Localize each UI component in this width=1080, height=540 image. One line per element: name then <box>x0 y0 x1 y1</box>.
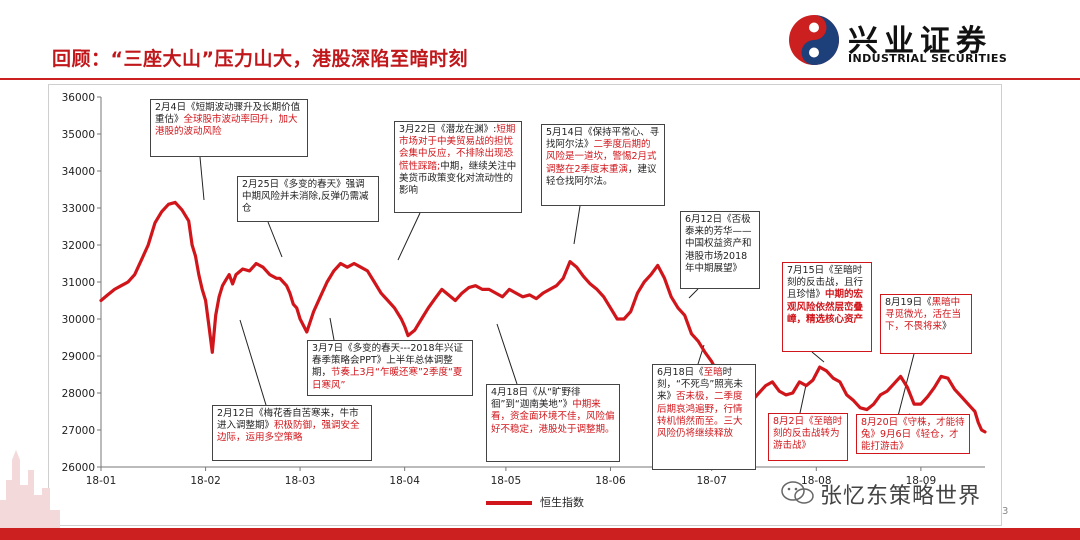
watermark-text: 张忆东策略世界 <box>820 484 982 509</box>
page-number: 3 <box>1002 506 1009 517</box>
annotation-box: 8月19日《黑暗中寻觅微光，活在当下，不畏将来》 <box>880 294 972 354</box>
annotation-text: 3月7日《多变的春天---2018年兴证春季策略会PPT》上半年总体调整期， <box>312 343 464 379</box>
y-tick-label: 29000 <box>62 351 95 363</box>
annotation-text: 3月22日《潜龙在渊》: <box>399 124 497 135</box>
x-tick-label: 18-09 <box>906 475 937 487</box>
chart-legend: 恒生指数 <box>486 494 584 510</box>
annotation-box: 2月25日《多变的春天》强调中期风险并未消除,反弹仍需减仓 <box>237 176 379 222</box>
x-tick-label: 18-02 <box>190 475 221 487</box>
annotation-box: 6月18日《至暗时刻，“不死鸟”照亮未来》否未极，二季度后期哀鸿遍野，行情转机悄… <box>652 364 756 470</box>
y-tick-label: 31000 <box>62 277 95 289</box>
skyline-decoration-icon <box>0 450 60 528</box>
annotation-connector <box>397 212 421 261</box>
x-tick-label: 18-07 <box>696 475 727 487</box>
y-tick-label: 36000 <box>62 92 95 104</box>
y-axis: 26000 27000 28000 29000 30000 31000 32000 33000… <box>62 92 102 474</box>
bottom-bar <box>0 528 1080 540</box>
logo-name-cn: 兴业证券 <box>848 24 992 59</box>
annotation-text: 否未极，二季度后期哀鸿遍野，行情转机悄然而至。三大风险仍将继续释放 <box>657 391 743 440</box>
y-tick-label: 26000 <box>62 462 95 474</box>
annotation-text: 8月19日《 <box>885 297 932 308</box>
annotation-box: 3月7日《多变的春天---2018年兴证春季策略会PPT》上半年总体调整期，节奏… <box>307 340 473 396</box>
annotation-text: 5月14日《保持平常心、寻找阿尔法》 <box>546 127 660 151</box>
x-tick-label: 18-05 <box>491 475 522 487</box>
annotation-text: 2月25日《多变的春天》强调中期风险并未消除,反弹仍需减仓 <box>242 179 369 215</box>
annotation-connector <box>799 384 807 414</box>
annotation-text: 积极防御，强调安全边际，运用多空策略 <box>217 420 360 444</box>
y-tick-label: 34000 <box>62 166 95 178</box>
y-tick-label: 30000 <box>62 314 95 326</box>
annotation-box: 3月22日《潜龙在渊》:短期市场对于中美贸易战的担忧会集中反应，不排除出现恐慌性… <box>394 121 522 213</box>
annotation-text: 短期市场对于中美贸易战的担忧会集中反应，不排除出现恐慌性踩踏; <box>399 124 516 172</box>
x-tick-label: 18-06 <box>595 475 626 487</box>
annotation-box: 2月12日《梅花香自苦寒来，牛市进入调整期》积极防御，强调安全边际，运用多空策略 <box>212 405 372 461</box>
y-tick-label: 28000 <box>62 388 95 400</box>
annotation-text: 黑暗中寻觅微光，活在当下，不畏将来 <box>885 297 962 333</box>
title-divider <box>0 78 1080 80</box>
annotation-box: 8月2日《至暗时刻的反击战转为游击战》 <box>768 413 848 461</box>
annotation-connector <box>811 351 825 363</box>
annotation-box: 2月4日《短期波动骤升及长期价值重估》全球股市波动率回升，加大港股的波动风险 <box>150 99 308 157</box>
annotation-box: 8月20日《守株，才能待兔》9月6日《轻仓，才能打游击》 <box>856 414 970 454</box>
annotation-text: 全球股市波动率回升，加大港股的波动风险 <box>155 114 298 138</box>
x-axis: 18-01 18-02 18-03 18-04 18-05 18-06 18-07 18-08… <box>86 466 985 487</box>
annotation-connector <box>329 317 335 341</box>
annotation-text: 7月15日《至暗时刻的反击战，且行且珍惜》 <box>787 265 864 301</box>
annotation-box: 7月15日《至暗时刻的反击战，且行且珍惜》中期的宏观风险依然层峦叠嶂，精选核心资… <box>782 262 872 352</box>
annotation-text: 二季度后期的风险是一道坎，警惕2月式调整在2季度末重演 <box>546 139 657 175</box>
annotation-connector <box>267 221 283 258</box>
x-tick-label: 18-04 <box>389 475 420 487</box>
chart-frame <box>48 84 1002 526</box>
annotation-connector <box>199 156 205 201</box>
wechat-icon <box>781 481 814 504</box>
annotation-text: 2月4日《短期波动骤升及长期价值重估》 <box>155 102 301 126</box>
x-tick-label: 18-01 <box>86 475 117 487</box>
series-line-hang-seng <box>99 200 987 434</box>
annotation-box: 5月14日《保持平常心、寻找阿尔法》二季度后期的风险是一道坎，警惕2月式调整在2… <box>541 124 665 206</box>
legend-label: 恒生指数 <box>540 496 584 509</box>
annotation-text: 中期，继续关注中美货币政策变化对流动性的影响 <box>399 160 517 197</box>
y-tick-label: 27000 <box>62 425 95 437</box>
x-tick-label: 18-03 <box>285 475 316 487</box>
annotation-text: 中期的宏观风险依然层峦叠嶂，精选核心资产 <box>787 289 864 325</box>
annotation-text: 6月18日《 <box>657 367 704 378</box>
annotation-text: 中期来看，资金面环境不佳，风险偏好不稳定，港股处于调整期。 <box>491 399 615 435</box>
annotation-text: 8月2日《至暗时刻的反击战转为游击战》 <box>773 416 843 452</box>
y-tick-label: 32000 <box>62 240 95 252</box>
annotation-text: 至暗 <box>703 367 723 378</box>
annotation-text: 》 <box>942 321 952 333</box>
annotation-connector <box>688 288 699 299</box>
annotation-text: 4月18日《从“旷野徘徊”到“迦南美地”》 <box>491 387 581 411</box>
y-tick-label: 35000 <box>62 129 95 141</box>
annotation-text: 2月12日《梅花香自苦寒来，牛市进入调整期》 <box>217 408 359 432</box>
logo-emblem-icon <box>789 15 839 65</box>
annotation-text: ，建议轻仓找阿尔法。 <box>546 163 657 187</box>
annotation-text: 节奏上3月“乍暖还寒”2季度“夏日寒风” <box>312 367 463 391</box>
annotation-box: 4月18日《从“旷野徘徊”到“迦南美地”》中期来看，资金面环境不佳，风险偏好不稳… <box>486 384 620 462</box>
x-tick-label: 18-08 <box>801 475 832 487</box>
annotation-text: 8月20日《守株，才能待兔》 <box>861 417 965 441</box>
annotation-text: 9月6日《轻仓，才能打游击》 <box>861 429 959 453</box>
company-logo: 兴业证券 INDUSTRIAL SECURITIES <box>786 12 1066 68</box>
annotation-text: 6月12日《否极泰来的芳华——中国权益资产和港股市场2018年中期展望》 <box>685 214 752 274</box>
annotation-text: 时刻，“不死鸟”照亮未来》 <box>657 367 743 403</box>
annotation-connector <box>573 205 581 245</box>
annotation-box: 6月12日《否极泰来的芳华——中国权益资产和港股市场2018年中期展望》 <box>680 211 760 289</box>
logo-name-en: INDUSTRIAL SECURITIES <box>848 52 1008 65</box>
legend-swatch <box>486 501 532 505</box>
page-title: 回顾：“三座大山”压力山大，港股深陷至暗时刻 <box>52 48 468 70</box>
annotation-connector <box>496 323 518 385</box>
y-tick-label: 33000 <box>62 203 95 215</box>
annotation-connector <box>239 319 267 406</box>
